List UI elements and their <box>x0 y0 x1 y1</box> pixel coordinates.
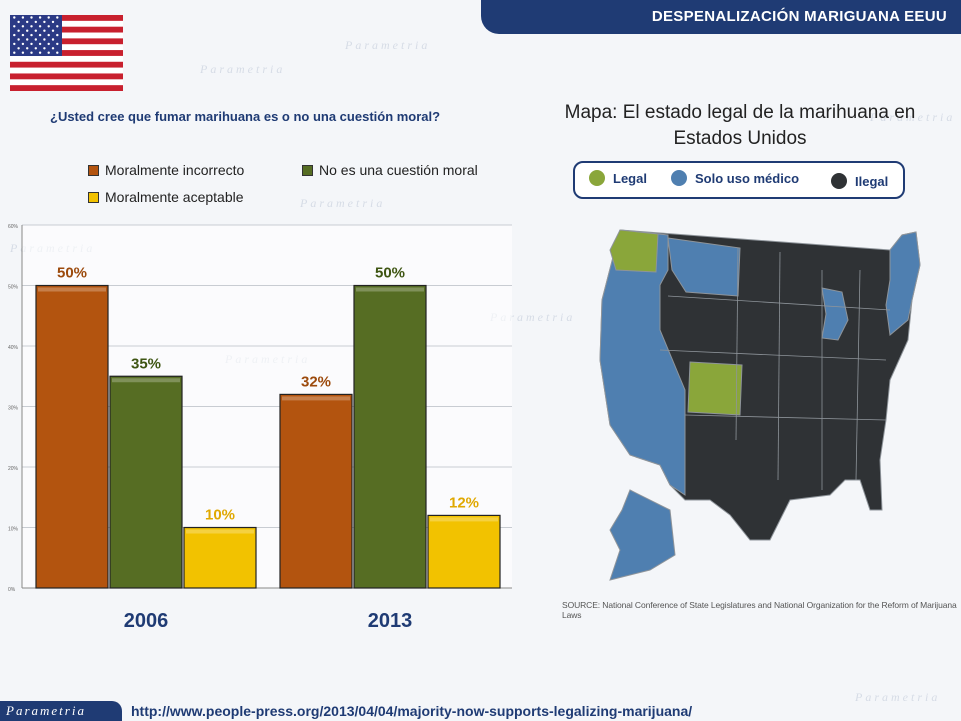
bar-highlight <box>282 396 350 401</box>
states-medical-west <box>599 229 686 496</box>
state-alaska-medical <box>609 489 676 581</box>
legend-label: Moralmente incorrecto <box>105 162 245 178</box>
bar-highlight <box>38 287 106 292</box>
state-michigan-medical <box>821 287 849 341</box>
us-map <box>599 229 921 581</box>
header-bar: DESPENALIZACIÓN MARIGUANA EEUU <box>481 0 961 34</box>
legend-label: No es una cuestión moral <box>319 162 478 178</box>
page-title: DESPENALIZACIÓN MARIGUANA EEUU <box>651 8 947 25</box>
bar-data-label: 50% <box>375 265 405 282</box>
bar <box>279 393 353 589</box>
legend-swatch <box>302 164 313 176</box>
bar-data-label: 32% <box>301 373 331 390</box>
legend-swatch <box>88 191 99 203</box>
x-category-label: 2006 <box>124 610 169 632</box>
legend-dot-icon <box>589 170 605 186</box>
legend-item: Moralmente incorrecto <box>88 162 244 178</box>
bar-highlight <box>112 378 180 383</box>
source-note: SOURCE: National Conference of State Leg… <box>562 600 957 620</box>
legend-swatch <box>88 164 99 176</box>
legend-item: No es una cuestión moral <box>302 162 478 178</box>
map-legend-item: Solo uso médico <box>671 170 799 186</box>
map-legend-label: Ilegal <box>855 173 889 189</box>
map-title: Mapa: El estado legal de la marihuana en… <box>564 102 916 149</box>
bar-highlight <box>430 517 498 522</box>
bar-data-label: 10% <box>205 507 235 524</box>
x-category-label: 2013 <box>368 610 413 632</box>
footer-bar: Parametria http://www.people-press.org/2… <box>0 701 961 721</box>
us-flag-icon <box>10 15 123 91</box>
bar <box>183 526 257 589</box>
y-tick-label: 10% <box>8 527 19 533</box>
legend-label: Moralmente aceptable <box>105 189 244 205</box>
bar-highlight <box>186 529 254 534</box>
map-legend: Legal Solo uso médico Ilegal <box>573 161 905 199</box>
y-tick-label: 60% <box>8 224 19 230</box>
parametria-logo: Parametria <box>0 701 122 721</box>
map-legend-item: Legal <box>589 170 647 186</box>
y-tick-label: 20% <box>8 466 19 472</box>
bar-data-label: 12% <box>449 494 479 511</box>
watermark-text: Parametria <box>200 62 286 76</box>
bar-data-label: 35% <box>131 355 161 372</box>
bar <box>427 514 501 589</box>
y-tick-label: 0% <box>8 587 16 593</box>
source-url-link[interactable]: http://www.people-press.org/2013/04/04/m… <box>131 703 693 719</box>
bar <box>109 375 183 589</box>
legend-dot-icon <box>671 170 687 186</box>
survey-question: ¿Usted cree que fumar marihuana es o no … <box>50 109 441 124</box>
y-tick-label: 40% <box>8 345 19 351</box>
y-tick-label: 50% <box>8 285 19 291</box>
states-medical-northeast <box>885 231 921 336</box>
y-tick-label: 30% <box>8 406 19 412</box>
bar-chart: 0% 10% 20% 30% 40% 50% 60% 50% 35% 10% 2006 32% 50% 1… <box>8 224 512 632</box>
map-legend-label: Solo uso médico <box>695 170 800 186</box>
bar <box>353 284 427 589</box>
map-legend-label: Legal <box>613 170 647 186</box>
watermark-text: Parametria <box>345 38 431 52</box>
watermark-text: Parametria <box>300 196 386 210</box>
legend-item: Moralmente aceptable <box>88 189 244 205</box>
legend-dot-icon <box>831 173 847 189</box>
state-colorado-legal <box>687 361 743 416</box>
bar-data-label: 50% <box>57 265 87 282</box>
state-montana-medical <box>667 237 741 297</box>
map-legend-item: Ilegal <box>831 173 888 189</box>
bar-highlight <box>356 287 424 292</box>
state-washington-legal <box>609 229 659 273</box>
bar <box>35 284 109 589</box>
